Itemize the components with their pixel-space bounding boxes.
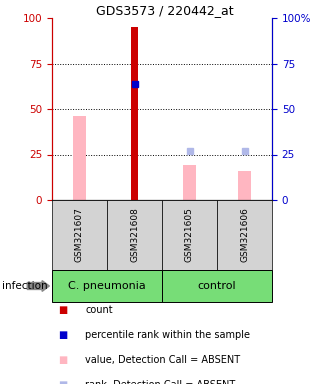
- Text: infection: infection: [2, 281, 47, 291]
- Text: count: count: [85, 305, 113, 315]
- Text: value, Detection Call = ABSENT: value, Detection Call = ABSENT: [85, 355, 240, 365]
- Text: ■: ■: [59, 305, 68, 315]
- Text: control: control: [198, 281, 236, 291]
- Text: ■: ■: [59, 330, 68, 340]
- Text: GSM321608: GSM321608: [130, 208, 139, 262]
- Bar: [183, 166, 196, 200]
- Bar: [131, 27, 138, 200]
- Bar: [52, 200, 107, 270]
- Bar: [162, 270, 272, 302]
- Bar: [107, 200, 162, 270]
- Text: GSM321605: GSM321605: [185, 208, 194, 262]
- Text: percentile rank within the sample: percentile rank within the sample: [85, 330, 250, 340]
- Text: GSM321607: GSM321607: [75, 208, 84, 262]
- Text: GDS3573 / 220442_at: GDS3573 / 220442_at: [96, 4, 234, 17]
- Bar: [217, 200, 272, 270]
- Text: rank, Detection Call = ABSENT: rank, Detection Call = ABSENT: [85, 380, 235, 384]
- Bar: [74, 116, 85, 200]
- Text: ■: ■: [59, 355, 68, 365]
- Bar: [239, 171, 250, 200]
- Text: GSM321606: GSM321606: [240, 208, 249, 262]
- Text: C. pneumonia: C. pneumonia: [68, 281, 146, 291]
- Text: ■: ■: [59, 380, 68, 384]
- Bar: [52, 270, 162, 302]
- Bar: [162, 200, 217, 270]
